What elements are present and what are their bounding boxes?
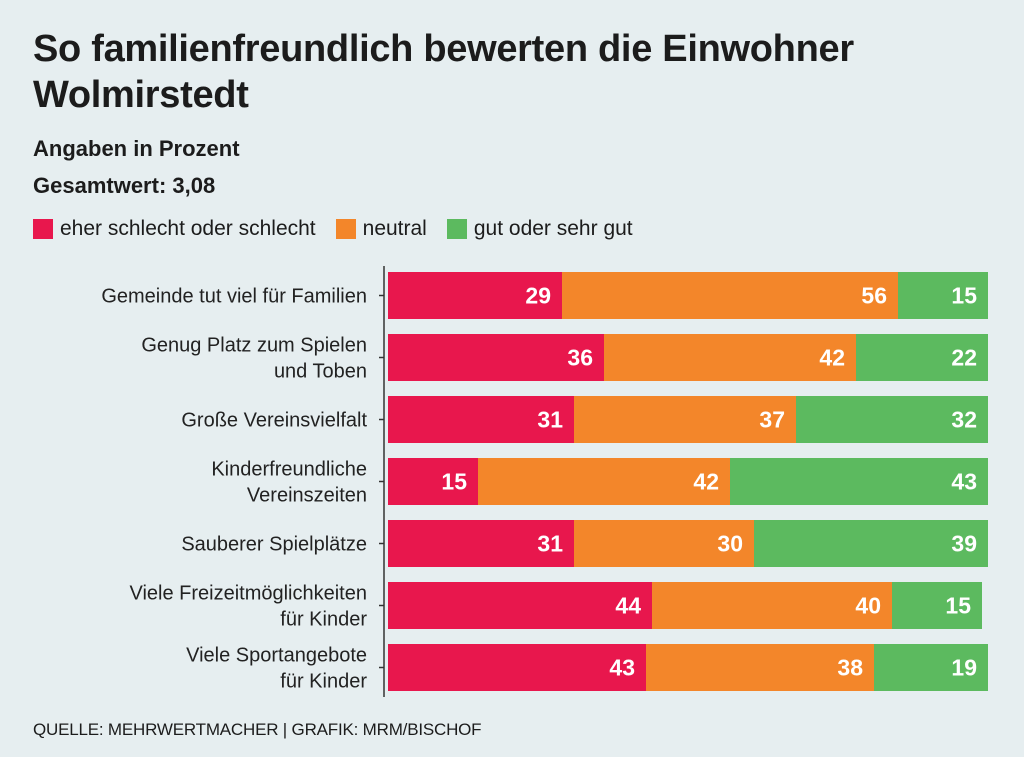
category-label: Große Vereinsvielfalt [181, 410, 367, 432]
legend-swatch-good [446, 219, 467, 239]
bar-segment-neutral [478, 458, 730, 505]
data-label: 39 [951, 531, 977, 557]
bar-segment-good [856, 334, 988, 381]
data-label: 43 [951, 469, 977, 495]
overall-score: Gesamtwert: 3,08 [33, 173, 216, 198]
category-label: und Toben [274, 361, 367, 383]
legend-label-good: gut oder sehr gut [473, 217, 633, 240]
category-label: Vereinszeiten [247, 485, 367, 507]
bar-segment-neutral [652, 582, 892, 629]
category-label: für Kinder [280, 609, 367, 631]
data-label: 36 [567, 345, 593, 371]
data-label: 19 [951, 655, 977, 681]
bar-segment-bad [388, 644, 646, 691]
legend-label-bad: eher schlecht oder schlecht [60, 217, 316, 240]
bar-segment-good [796, 396, 988, 443]
bar-segment-neutral [574, 520, 754, 567]
chart-subtitle: Angaben in Prozent [33, 136, 240, 161]
bar-segment-bad [388, 272, 562, 319]
data-label: 29 [525, 283, 551, 309]
data-label: 38 [837, 655, 863, 681]
source-note: QUELLE: MEHRWERTMACHER | GRAFIK: MRM/BIS… [33, 720, 482, 739]
data-label: 15 [441, 469, 467, 495]
data-label: 37 [759, 407, 785, 433]
bar-segment-neutral [574, 396, 796, 443]
category-label: Gemeinde tut viel für Familien [101, 286, 367, 308]
data-label: 15 [945, 593, 971, 619]
bar-segment-good [874, 644, 988, 691]
legend-label-neutral: neutral [362, 217, 427, 240]
data-label: 56 [861, 283, 887, 309]
category-label: Viele Sportangebote [186, 645, 367, 667]
legend-item-bad: eher schlecht oder schlecht [33, 217, 316, 241]
data-label: 31 [537, 531, 563, 557]
bar-segment-good [898, 272, 988, 319]
category-label: Kinderfreundliche [211, 459, 367, 481]
category-label: Sauberer Spielplätze [181, 534, 367, 556]
data-label: 30 [717, 531, 743, 557]
bar-segment-bad [388, 396, 574, 443]
bar-segment-bad [388, 520, 574, 567]
bar-segment-bad [388, 458, 478, 505]
bar-segment-neutral [604, 334, 856, 381]
legend-item-good: gut oder sehr gut [446, 217, 633, 241]
data-label: 32 [951, 407, 977, 433]
legend: eher schlecht oder schlecht neutral gut … [33, 217, 653, 241]
legend-swatch-neutral [335, 219, 356, 239]
data-label: 43 [609, 655, 635, 681]
category-label: für Kinder [280, 671, 367, 693]
data-label: 15 [951, 283, 977, 309]
data-label: 42 [819, 345, 845, 371]
bar-segment-bad [388, 582, 652, 629]
legend-swatch-bad [33, 219, 53, 239]
data-label: 40 [855, 593, 881, 619]
data-label: 31 [537, 407, 563, 433]
category-label: Genug Platz zum Spielen [141, 335, 367, 357]
bar-segment-neutral [562, 272, 898, 319]
data-label: 42 [693, 469, 719, 495]
data-label: 44 [615, 593, 641, 619]
bar-segment-neutral [646, 644, 874, 691]
bar-segment-good [892, 582, 982, 629]
data-label: 22 [951, 345, 977, 371]
category-label: Viele Freizeitmöglichkeiten [129, 583, 367, 605]
bar-segment-bad [388, 334, 604, 381]
chart-title: So familienfreundlich bewerten die Einwo… [33, 28, 854, 116]
legend-item-neutral: neutral [335, 217, 427, 241]
bar-segment-good [754, 520, 988, 567]
bar-segment-good [730, 458, 988, 505]
